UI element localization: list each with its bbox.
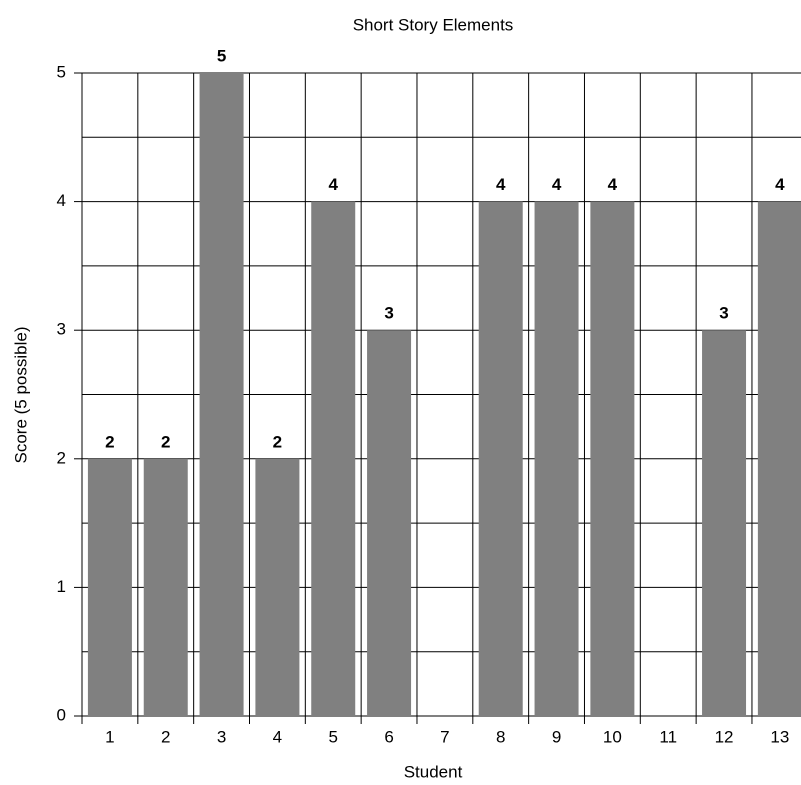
bar	[143, 458, 188, 716]
x-axis-label: Student	[404, 762, 463, 781]
bar	[534, 201, 579, 717]
x-tick-label: 3	[217, 727, 226, 746]
x-tick-label: 7	[440, 727, 449, 746]
bar	[367, 330, 412, 716]
y-tick-label: 0	[57, 705, 66, 724]
bar	[702, 330, 747, 716]
value-label: 4	[496, 175, 506, 194]
x-tick-label: 10	[603, 727, 622, 746]
bar	[311, 201, 356, 717]
y-tick-label: 5	[57, 62, 66, 81]
x-tick-label: 2	[161, 727, 170, 746]
bar	[199, 73, 244, 716]
chart-title: Short Story Elements	[353, 15, 514, 34]
x-tick-label: 12	[715, 727, 734, 746]
x-tick-label: 1	[105, 727, 114, 746]
value-label: 4	[608, 175, 618, 194]
value-label: 5	[217, 46, 226, 65]
y-axis-label: Score (5 possible)	[11, 326, 30, 463]
y-tick-label: 3	[57, 320, 66, 339]
value-label: 3	[719, 304, 728, 323]
bar	[590, 201, 635, 717]
x-tick-label: 11	[659, 727, 677, 746]
x-tick-label: 13	[770, 727, 789, 746]
value-label: 3	[384, 304, 393, 323]
y-tick-label: 2	[57, 448, 66, 467]
value-label: 2	[105, 432, 114, 451]
x-tick-label: 6	[384, 727, 393, 746]
bar	[478, 201, 523, 717]
bar	[757, 201, 801, 717]
value-label: 2	[273, 432, 282, 451]
y-tick-label: 1	[57, 577, 66, 596]
x-tick-label: 4	[273, 727, 282, 746]
bar	[87, 458, 132, 716]
value-label: 4	[775, 175, 785, 194]
x-tick-label: 9	[552, 727, 561, 746]
x-tick-label: 5	[329, 727, 338, 746]
x-tick-label: 8	[496, 727, 505, 746]
value-label: 2	[161, 432, 170, 451]
value-label: 4	[552, 175, 562, 194]
bar	[255, 458, 300, 716]
y-tick-label: 4	[57, 191, 66, 210]
value-label: 4	[329, 175, 339, 194]
